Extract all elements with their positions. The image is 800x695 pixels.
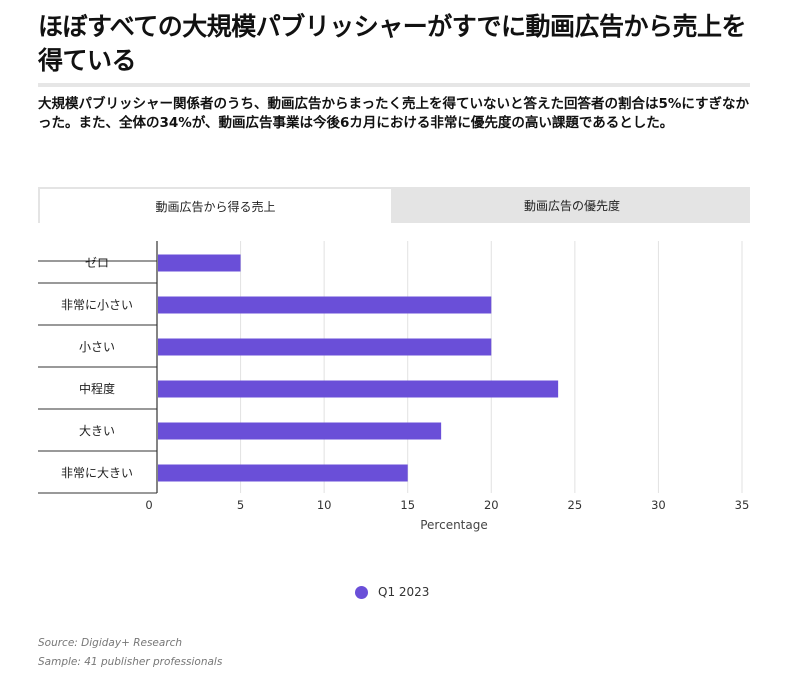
category-label-5: 非常に大きい — [61, 466, 133, 480]
chart-title: ほぼすべての大規模パブリッシャーがすでに動画広告から売上を得ている — [38, 12, 747, 75]
bar-0 — [158, 254, 241, 272]
source-note: Source: Digiday+ Research Sample: 41 pub… — [38, 634, 222, 672]
category-label-1: 非常に小さい — [61, 298, 133, 312]
x-tick-label-20: 20 — [484, 498, 499, 512]
category-label-3: 中程度 — [79, 381, 115, 396]
legend[interactable]: Q1 2023 — [355, 583, 429, 601]
x-tick-label-35: 35 — [735, 498, 750, 512]
bar-2 — [158, 338, 492, 356]
x-tick-label-10: 10 — [317, 498, 332, 512]
bar-4 — [158, 422, 442, 440]
x-tick-label-30: 30 — [651, 498, 666, 512]
chart-subtitle: 大規模パブリッシャー関係者のうち、動画広告からまったく売上を得ていないと答えた回… — [38, 96, 750, 131]
x-axis-title: Percentage — [420, 518, 488, 532]
x-tick-label-25: 25 — [568, 498, 583, 512]
x-tick-label-5: 5 — [237, 498, 244, 512]
tab-bar: 動画広告から得る売上 動画広告の優先度 — [38, 187, 750, 223]
bar-5 — [158, 464, 408, 482]
legend-swatch — [355, 585, 368, 599]
category-label-2: 小さい — [79, 340, 115, 354]
bar-1 — [158, 296, 492, 314]
category-label-0: ゼロ — [85, 256, 109, 270]
sample-text: Sample: 41 publisher professionals — [38, 656, 223, 668]
source-text: Source: Digiday+ Research — [38, 637, 183, 649]
legend-label: Q1 2023 — [378, 585, 430, 599]
category-label-4: 大きい — [79, 424, 115, 438]
tab-video-ad-priority[interactable]: 動画広告の優先度 — [523, 199, 620, 213]
x-tick-label-0: 0 — [145, 498, 152, 512]
x-tick-label-15: 15 — [400, 498, 415, 512]
title-divider — [38, 83, 750, 87]
tab-video-ad-revenue[interactable]: 動画広告から得る売上 — [40, 189, 391, 223]
bar-3 — [158, 380, 559, 398]
